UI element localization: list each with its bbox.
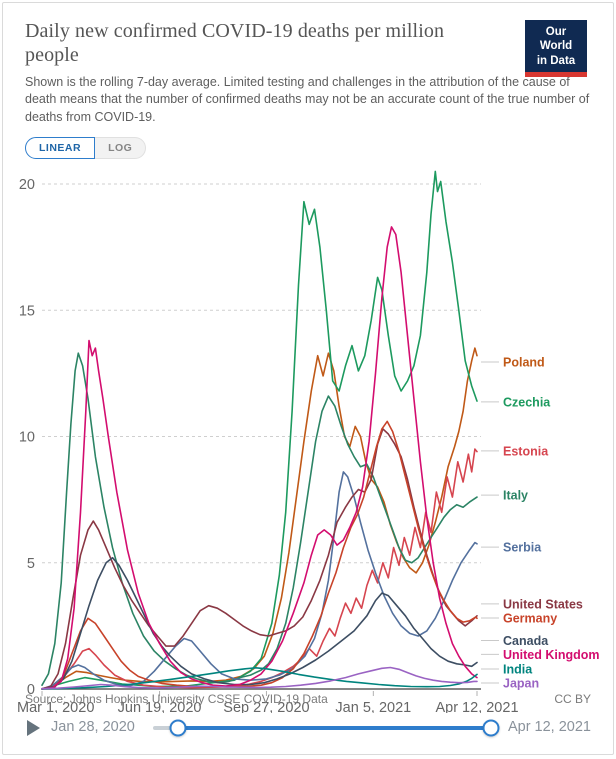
chart-area: 0 5 10 15 20 Mar 1, 2020 Jun 19, 2020 Sep 27, 2… <box>3 161 613 718</box>
line-chart[interactable]: 0 5 10 15 20 Mar 1, 2020 Jun 19, 2020 Sep 27, 2… <box>3 161 615 716</box>
owid-logo[interactable]: Our World in Data <box>525 20 587 78</box>
timeline-slider[interactable] <box>153 719 500 737</box>
x-tick-label: Jun 19, 2020 <box>118 700 202 713</box>
plot-lines <box>41 170 478 690</box>
legend-label-poland[interactable]: Poland <box>503 355 545 369</box>
source-text: Source: Johns Hopkins University CSSE CO… <box>25 692 328 706</box>
legend-label-estonia[interactable]: Estonia <box>503 444 549 458</box>
chart-header: Daily new confirmed COVID-19 deaths per … <box>3 3 613 159</box>
play-icon[interactable] <box>27 720 40 736</box>
scale-toggle: LINEAR LOG <box>25 136 147 159</box>
x-tick-label: Sep 27, 2020 <box>223 700 309 713</box>
series-line-canada[interactable] <box>41 556 478 690</box>
series-line-japan[interactable] <box>41 666 478 690</box>
timeline-start-date: Jan 28, 2020 <box>51 719 135 735</box>
timeline-end-date: Apr 12, 2021 <box>507 719 591 735</box>
linear-button[interactable]: LINEAR <box>25 136 96 159</box>
series-line-serbia[interactable] <box>41 470 478 690</box>
axes: 0 5 10 15 20 Mar 1, 2020 Jun 19, 2020 Sep 27, 2… <box>17 177 519 716</box>
y-tick-label: 10 <box>19 429 35 445</box>
y-tick-label: 5 <box>27 556 35 572</box>
series-line-germany[interactable] <box>41 420 478 690</box>
legend-label-india[interactable]: India <box>503 662 533 676</box>
x-tick-label: Mar 1, 2020 <box>17 700 94 713</box>
log-button[interactable]: LOG <box>95 136 147 159</box>
chart-footer: Source: Johns Hopkins University CSSE CO… <box>3 692 613 754</box>
page-title: Daily new confirmed COVID-19 deaths per … <box>25 20 445 66</box>
chart-subtitle: Shown is the rolling 7-day average. Limi… <box>25 75 590 124</box>
legend-label-united-kingdom[interactable]: United Kingdom <box>503 648 600 662</box>
license-link[interactable]: CC BY <box>554 692 591 706</box>
x-tick-label: Apr 12, 2021 <box>435 700 518 713</box>
series-line-united-states[interactable] <box>41 427 478 690</box>
y-grid <box>42 183 481 563</box>
legend: Poland Czechia Estonia Italy Serbia United St… <box>481 355 600 690</box>
series-line-estonia[interactable] <box>41 448 478 690</box>
legend-label-canada[interactable]: Canada <box>503 634 549 648</box>
timeline-handle-end[interactable] <box>482 719 500 737</box>
owid-logo-line2: in Data <box>536 54 576 67</box>
legend-label-united-states[interactable]: United States <box>503 597 583 611</box>
timeline-handle-start[interactable] <box>169 719 187 737</box>
timeline-selected-range[interactable] <box>178 726 491 730</box>
legend-label-japan[interactable]: Japan <box>503 676 539 690</box>
legend-label-czechia[interactable]: Czechia <box>503 395 551 409</box>
x-tick-label: Jan 5, 2021 <box>335 700 411 713</box>
y-tick-label: 15 <box>19 303 35 319</box>
series-line-india[interactable] <box>41 666 478 690</box>
owid-logo-line1: Our World <box>539 26 573 53</box>
series-line-italy[interactable] <box>41 352 478 686</box>
series-line-poland[interactable] <box>41 347 478 690</box>
y-tick-label: 0 <box>27 682 35 698</box>
series-line-united-kingdom[interactable] <box>41 225 478 690</box>
y-tick-label: 20 <box>19 177 35 193</box>
timeline: Jan 28, 2020 Apr 12, 2021 <box>25 712 591 744</box>
legend-label-serbia[interactable]: Serbia <box>503 540 542 554</box>
legend-label-italy[interactable]: Italy <box>503 488 528 502</box>
legend-label-germany[interactable]: Germany <box>503 611 557 625</box>
